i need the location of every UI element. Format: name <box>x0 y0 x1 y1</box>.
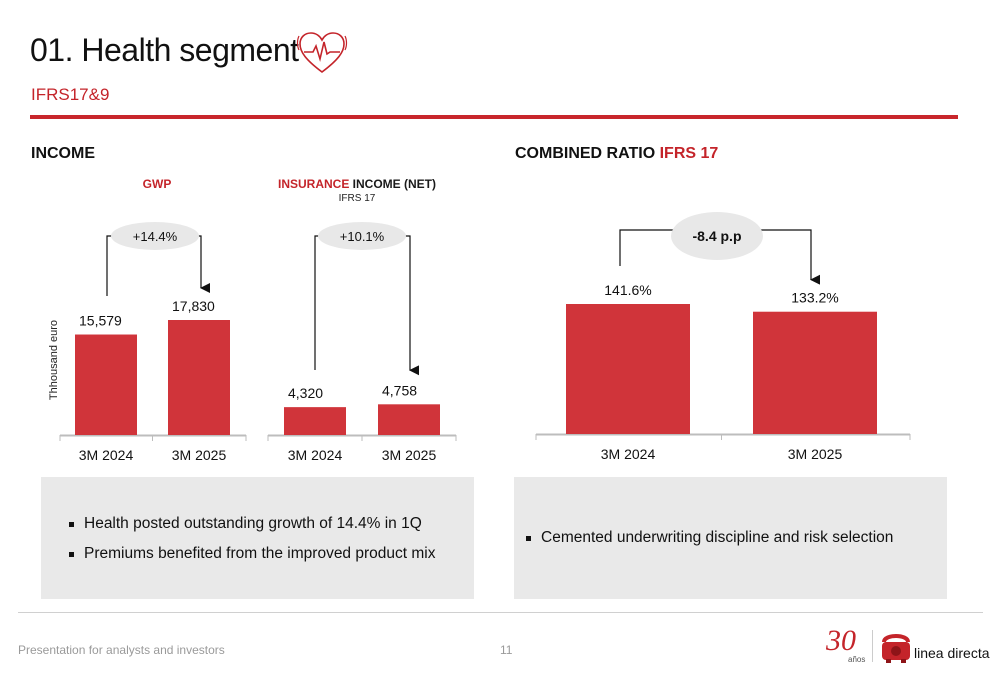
combined-ratio-data-label-2: 133.2% <box>791 290 838 306</box>
insurance-income-change-arrow <box>314 235 419 376</box>
page-title: 01. Health segment <box>30 32 299 68</box>
insurance-income-category-label-1: 3M 2024 <box>288 447 343 463</box>
header-divider <box>30 115 958 119</box>
anniversary-number: 30 <box>826 624 856 657</box>
income-bullet-1: Health posted outstanding growth of 14.4… <box>69 515 422 533</box>
insurance-income-change-bubble <box>318 222 406 250</box>
heart-rate-icon <box>296 28 348 82</box>
insurance-income-title-red: INSURANCE <box>277 177 350 191</box>
y-axis-label: Thhousand euro <box>48 320 60 400</box>
combined-ratio-bar-1 <box>566 304 690 434</box>
gwp-change-bubble <box>111 222 199 250</box>
gwp-change-label: +14.4% <box>133 229 178 244</box>
page-subtitle: IFRS17&9 <box>31 85 110 104</box>
gwp-chart-title: GWP <box>142 177 172 191</box>
bullet-square-icon <box>526 535 531 541</box>
combined-notes-panel: Cemented underwriting discipline and ris… <box>514 477 947 599</box>
bullet-square-icon <box>69 521 74 527</box>
combined-ratio-heading-ifrs: IFRS 17 <box>659 145 719 162</box>
red-phone-icon <box>880 630 912 664</box>
insurance-income-chart-subtitle: IFRS 17 <box>338 193 376 204</box>
insurance-income-category-label-2: 3M 2025 <box>382 447 437 463</box>
anniversary-word: años <box>848 655 866 664</box>
anniversary-logo: 30 años <box>826 624 872 666</box>
combined-ratio-category-label-2: 3M 2025 <box>788 446 843 462</box>
combined-ratio-bar-2 <box>753 311 877 434</box>
page-number: 11 <box>500 643 513 657</box>
gwp-data-label-2: 17,830 <box>172 298 215 314</box>
combined-ratio-change-bubble <box>671 212 763 260</box>
gwp-bar-2 <box>168 320 230 435</box>
income-bullet-2: Premiums benefited from the improved pro… <box>69 545 435 563</box>
insurance-income-data-label-1: 4,320 <box>288 385 323 401</box>
combined-ratio-category-label-1: 3M 2024 <box>601 446 656 462</box>
insurance-income-bar-2 <box>378 404 440 435</box>
combined-ratio-heading-text: COMBINED RATIO <box>515 145 660 162</box>
combined-ratio-change-label: -8.4 p.p <box>692 228 741 244</box>
combined-ratio-data-label-1: 141.6% <box>604 282 651 298</box>
brand-logo-text: linea directa <box>914 645 990 661</box>
insurance-income-title-black: INCOME (NET) <box>349 177 436 191</box>
income-heading: INCOME <box>31 145 95 162</box>
bullet-square-icon <box>69 551 74 557</box>
combined-bullet-1-text: Cemented underwriting discipline and ris… <box>541 529 894 546</box>
gwp-bar-1 <box>75 334 137 435</box>
income-bullet-2-text: Premiums benefited from the improved pro… <box>84 545 436 562</box>
insurance-income-data-label-2: 4,758 <box>382 382 417 398</box>
income-bullet-1-text: Health posted outstanding growth of 14.4… <box>84 515 422 532</box>
combined-ratio-heading: COMBINED RATIO IFRS 17 <box>515 145 718 163</box>
insurance-income-bar-1 <box>284 407 346 435</box>
footer-text: Presentation for analysts and investors <box>18 643 225 657</box>
footer-divider <box>18 612 983 613</box>
gwp-category-label-2: 3M 2025 <box>172 447 227 463</box>
combined-bullet-1: Cemented underwriting discipline and ris… <box>526 529 893 547</box>
gwp-data-label-1: 15,579 <box>79 313 122 329</box>
insurance-income-change-label: +10.1% <box>340 229 385 244</box>
insurance-income-chart-title: INSURANCE INCOME (NET) <box>262 177 452 191</box>
income-notes-panel: Health posted outstanding growth of 14.4… <box>41 477 474 599</box>
logo-divider <box>872 630 873 662</box>
gwp-category-label-1: 3M 2024 <box>79 447 134 463</box>
